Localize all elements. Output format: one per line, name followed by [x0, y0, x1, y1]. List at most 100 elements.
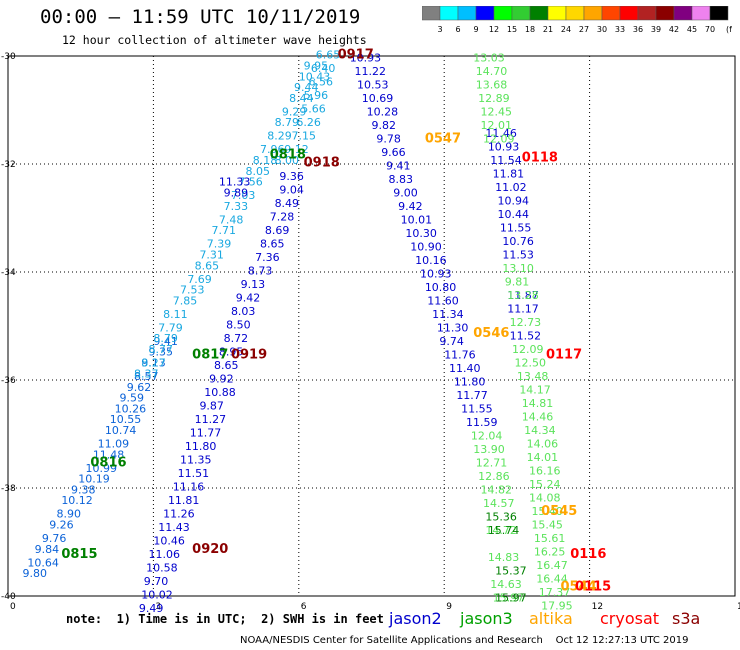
swh-value: 14.81 — [522, 397, 554, 410]
swh-value: 7.39 — [207, 238, 232, 251]
swh-value: 11.54 — [490, 154, 522, 167]
swh-value: 11.17 — [507, 303, 539, 316]
swh-value: 8.72 — [224, 332, 249, 345]
pass-time-label: 0818 — [270, 148, 306, 163]
swh-value: 9.49 — [139, 602, 164, 615]
swh-value: 9.00 — [393, 186, 418, 199]
swh-value: 8.65 — [214, 359, 239, 372]
swh-value: 9.42 — [236, 292, 261, 305]
swh-value: 7.71 — [212, 224, 237, 237]
swh-value: 15.61 — [534, 532, 566, 545]
swh-value: 12.01 — [481, 119, 513, 132]
color-swatch — [547, 6, 567, 21]
x-tick-label: 6 — [301, 602, 307, 612]
swh-value: 5.96 — [304, 89, 329, 102]
swh-value: 11.43 — [158, 521, 190, 534]
swh-value: 9.81 — [505, 276, 530, 289]
pass-time-label: 0547 — [425, 131, 461, 146]
swh-value: 11.35 — [180, 454, 212, 467]
color-scale-label: 70 — [705, 25, 715, 34]
color-swatch — [655, 6, 675, 21]
x-tick-label: 12 — [592, 602, 603, 612]
swh-value: 11.22 — [355, 65, 387, 78]
swh-value: 14.06 — [527, 438, 559, 451]
swh-value: 16.47 — [536, 559, 568, 572]
x-tick-label: 0 — [10, 602, 16, 612]
swh-value: 7.33 — [224, 200, 249, 213]
swh-value: 8.69 — [265, 224, 290, 237]
swh-value: 11.76 — [444, 348, 476, 361]
color-scale-label: 9 — [473, 25, 478, 34]
pass-time-label: 0920 — [192, 542, 228, 557]
chart-subtitle: 12 hour collection of altimeter wave hei… — [62, 33, 367, 47]
swh-value: 12.71 — [476, 456, 508, 469]
swh-value: 8.77 — [149, 343, 174, 356]
color-scale-label: 42 — [669, 25, 679, 34]
swh-value: 14.46 — [522, 411, 554, 424]
swh-value: 7.48 — [219, 213, 244, 226]
swh-value: 7.36 — [255, 251, 280, 264]
swh-value: 16.25 — [534, 546, 566, 559]
swh-value: 10.19 — [78, 473, 110, 486]
pass-time-label: 0817 — [192, 347, 228, 362]
color-scale-label: 36 — [633, 25, 643, 34]
color-swatch — [493, 6, 513, 21]
swh-value: 10.28 — [367, 105, 399, 118]
x-tick-label: 15 — [737, 602, 740, 612]
swh-value: 11.80 — [185, 440, 217, 453]
color-scale-label: 33 — [615, 25, 625, 34]
swh-value: 9.87 — [199, 400, 224, 413]
swh-value: 13.68 — [476, 78, 508, 91]
swh-value: 9.41 — [386, 159, 411, 172]
swh-value: 9.66 — [381, 146, 406, 159]
swh-value: 15.45 — [531, 519, 563, 532]
swh-value: 14.82 — [481, 483, 513, 496]
swh-value: 9.62 — [127, 381, 152, 394]
color-scale-label: 3 — [437, 25, 442, 34]
swh-value: 9.92 — [209, 373, 234, 386]
swh-value: 10.01 — [401, 213, 433, 226]
swh-value: 11.87 — [507, 289, 539, 302]
swh-value: 14.17 — [519, 384, 551, 397]
swh-value: 9.36 — [279, 170, 304, 183]
swh-value: 10.74 — [105, 424, 137, 437]
swh-value: 10.26 — [115, 402, 147, 415]
swh-value: 8.79 — [275, 116, 300, 129]
swh-value: 10.69 — [362, 92, 394, 105]
swh-value: 8.29 — [267, 130, 292, 143]
swh-value: 14.08 — [529, 492, 561, 505]
swh-value: 8.73 — [248, 265, 273, 278]
plot-frame — [7, 55, 736, 597]
swh-value: 7.85 — [173, 294, 198, 307]
color-swatch — [457, 6, 477, 21]
swh-value: 11.34 — [432, 308, 464, 321]
swh-value: 7.79 — [158, 321, 183, 334]
swh-value: 16.44 — [536, 573, 568, 586]
y-tick-label: -38 — [1, 484, 16, 494]
swh-value: 10.93 — [488, 141, 520, 154]
swh-value: 8.27 — [141, 357, 166, 370]
swh-value: 7.96 — [260, 143, 285, 156]
pass-time-label: 0116 — [570, 547, 606, 562]
swh-value: 6.26 — [296, 116, 321, 129]
swh-value: 6.40 — [311, 62, 336, 75]
swh-value: 11.40 — [449, 362, 481, 375]
color-swatch — [601, 6, 621, 21]
swh-value: 10.58 — [146, 562, 178, 575]
y-tick-label: -32 — [1, 160, 16, 170]
swh-value: 10.80 — [425, 281, 457, 294]
swh-value: 9.89 — [224, 186, 249, 199]
swh-value: 5.66 — [301, 103, 326, 116]
swh-value: 9.44 — [294, 81, 319, 94]
legend-altika: altika — [529, 609, 573, 628]
swh-value: 7.56 — [238, 176, 263, 189]
swh-value: 12.04 — [471, 429, 503, 442]
swh-value: 8.49 — [275, 197, 300, 210]
swh-value: 8.11 — [163, 308, 188, 321]
swh-value: 10.16 — [415, 254, 447, 267]
color-scale-label: 18 — [525, 25, 535, 34]
swh-value: 8.50 — [226, 319, 251, 332]
swh-value: 11.55 — [461, 402, 493, 415]
swh-value: 11.55 — [500, 222, 531, 235]
